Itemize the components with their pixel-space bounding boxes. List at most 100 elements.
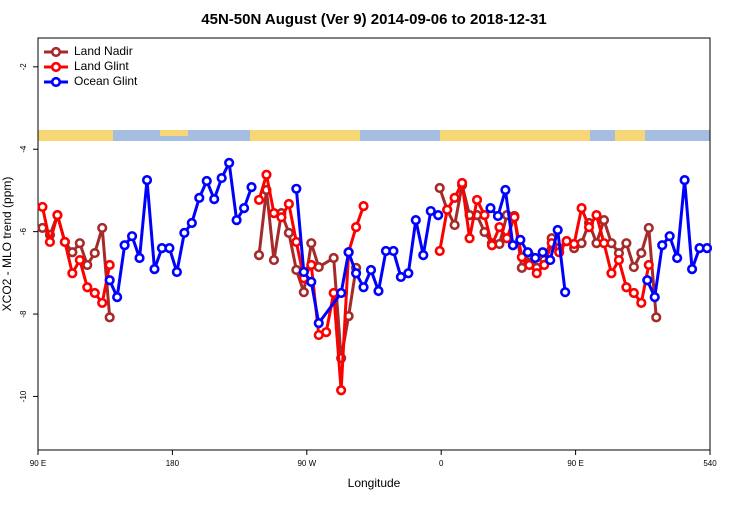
point (651, 312, 662, 323)
point (201, 175, 212, 187)
point (74, 238, 85, 249)
point (686, 264, 698, 275)
point (701, 243, 713, 254)
point (657, 240, 668, 251)
point (500, 184, 511, 196)
point (268, 254, 280, 266)
point (97, 297, 108, 309)
point (82, 259, 93, 271)
y-tick-label: -10 (19, 390, 28, 402)
point (606, 268, 617, 279)
point (576, 203, 587, 214)
point (261, 169, 272, 180)
point (186, 217, 197, 229)
point (298, 266, 309, 278)
point (224, 157, 235, 168)
point (141, 175, 153, 186)
point (365, 264, 377, 276)
point (149, 264, 160, 275)
point (74, 254, 85, 266)
point (67, 268, 78, 279)
point (97, 222, 108, 234)
point (194, 192, 205, 203)
point (642, 275, 653, 286)
point (479, 210, 490, 221)
point (268, 208, 280, 219)
point (216, 172, 227, 184)
point (231, 215, 242, 226)
point (388, 245, 399, 257)
legend-label: Land Nadir (74, 44, 133, 58)
point (471, 194, 483, 206)
point (485, 203, 496, 214)
y-tick-label: -6 (19, 228, 28, 236)
point (358, 200, 369, 212)
point (649, 292, 660, 303)
legend-marker (50, 76, 62, 88)
x-tick-label: 180 (166, 459, 180, 468)
point (515, 234, 526, 245)
point (37, 201, 48, 213)
point (494, 222, 505, 233)
point (291, 236, 302, 248)
point (524, 259, 535, 271)
point (522, 247, 533, 258)
point (246, 182, 257, 193)
point (52, 210, 63, 221)
point (537, 247, 548, 258)
point (313, 318, 324, 329)
point (276, 212, 287, 223)
point (59, 236, 70, 248)
point (104, 259, 115, 271)
point (283, 198, 294, 210)
point (82, 282, 93, 293)
point (291, 183, 302, 194)
point (253, 250, 265, 261)
point (591, 210, 602, 221)
point (457, 177, 468, 189)
point (449, 219, 460, 231)
point (410, 215, 421, 226)
x-tick-label: 0 (439, 459, 444, 468)
point (560, 287, 571, 298)
point (679, 175, 690, 186)
point (164, 243, 175, 254)
y-tick-label: -8 (19, 310, 28, 318)
point (112, 292, 123, 303)
point (283, 227, 294, 238)
point (643, 222, 654, 234)
point (104, 275, 115, 286)
point (134, 252, 145, 264)
point (569, 238, 580, 250)
legend-marker (50, 46, 62, 58)
point (395, 271, 406, 283)
point (643, 259, 654, 271)
point (403, 268, 414, 279)
point (433, 210, 444, 221)
legend-marker (50, 61, 62, 73)
point (89, 287, 100, 299)
point (613, 254, 625, 266)
point (67, 247, 78, 258)
point (636, 297, 647, 309)
point (449, 192, 460, 203)
point (209, 193, 220, 205)
y-tick-label: -2 (19, 63, 28, 71)
series-line (108, 157, 708, 327)
point (306, 276, 317, 288)
point (486, 240, 498, 251)
point (672, 252, 683, 264)
point (552, 224, 563, 236)
x-tick-label: 540 (703, 459, 717, 468)
point (238, 203, 250, 214)
x-tick-label: 90 W (297, 459, 316, 468)
point (358, 282, 369, 293)
point (545, 254, 556, 266)
point (531, 268, 542, 279)
point (530, 252, 541, 264)
point (253, 194, 265, 206)
point (328, 252, 339, 264)
x-tick-label: 90 E (567, 459, 583, 468)
legend-label: Ocean Glint (74, 74, 138, 88)
